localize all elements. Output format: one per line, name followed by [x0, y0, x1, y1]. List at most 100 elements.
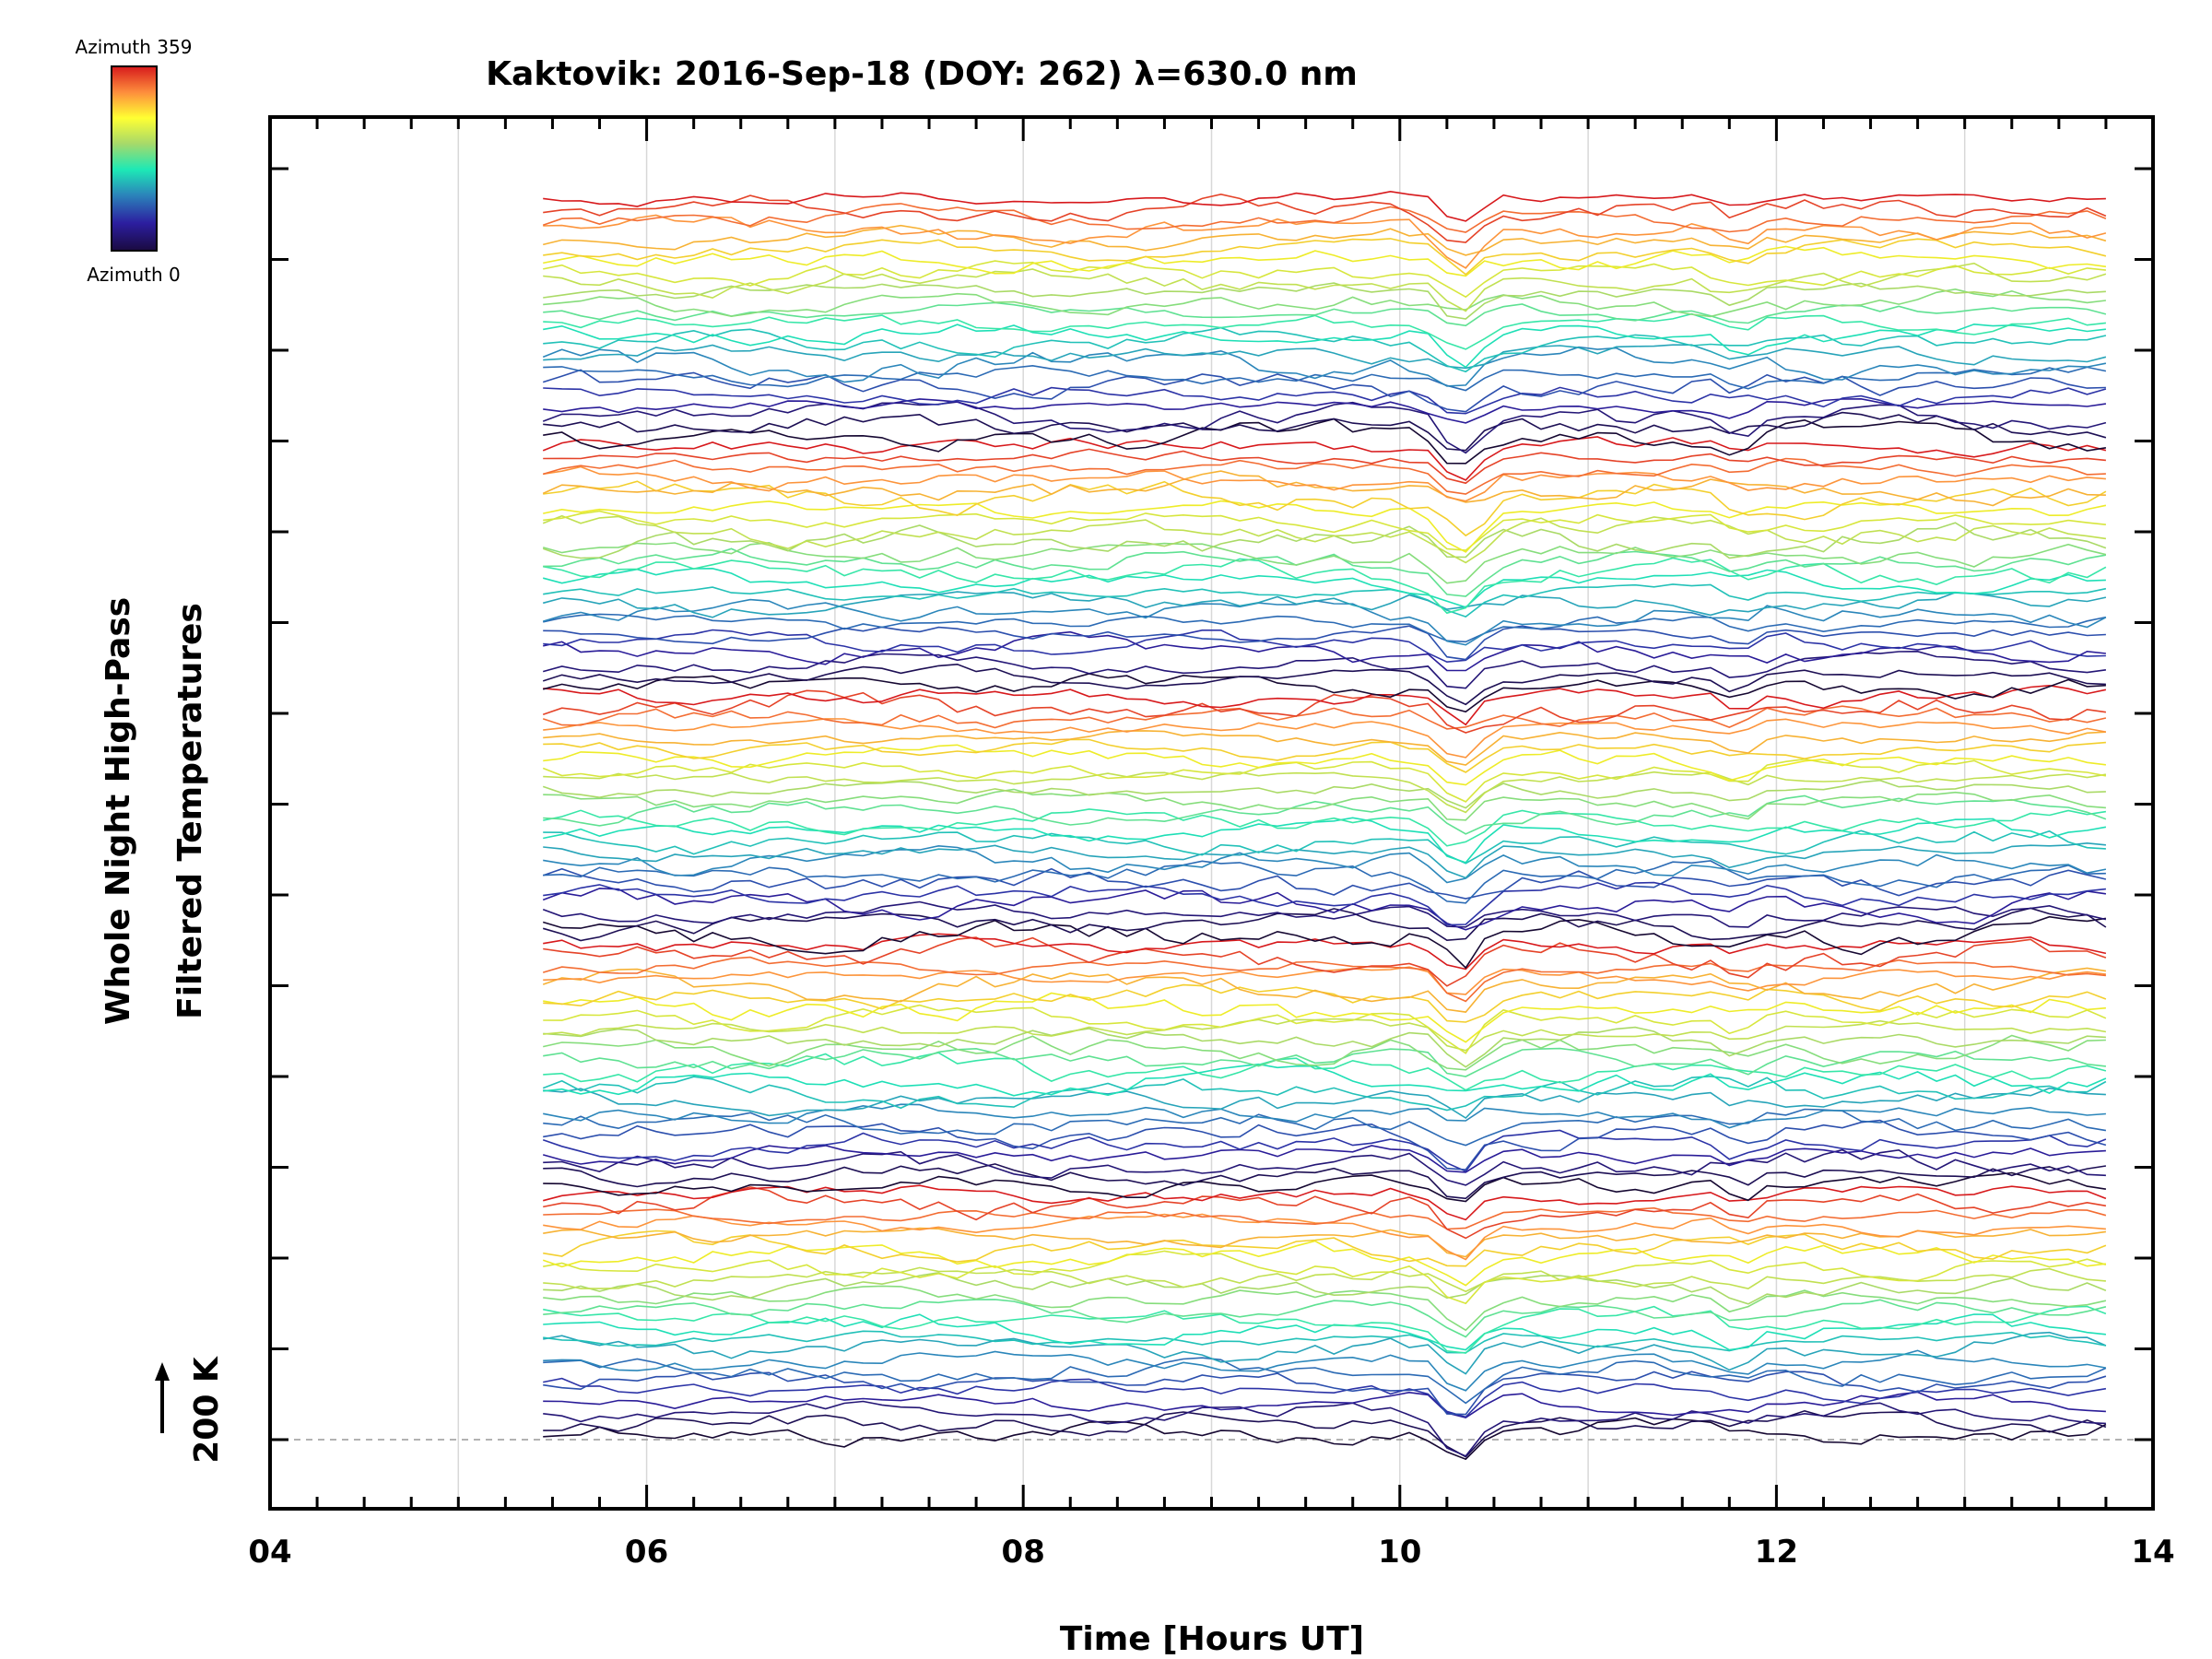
series-line: [543, 1400, 2106, 1457]
series-line: [543, 1148, 2106, 1186]
series-line: [543, 238, 2107, 276]
series-line: [543, 1047, 2106, 1077]
series-line: [543, 480, 2107, 537]
series-line: [542, 457, 2106, 495]
series-line: [542, 522, 2107, 559]
series-line: [542, 689, 2107, 734]
series-line: [543, 510, 2106, 551]
series-line: [543, 1409, 2107, 1458]
series-line: [543, 1299, 2107, 1338]
series-line: [543, 1313, 2106, 1351]
series-line: [543, 1087, 2106, 1120]
colorbar-bottom-label: Azimuth 0: [87, 264, 181, 286]
colorbar: [111, 65, 158, 252]
series-line: [543, 1272, 2107, 1305]
series-line: [543, 630, 2106, 672]
series-line: [543, 881, 2106, 926]
series-line: [543, 344, 2107, 370]
x-tick-label: 08: [1002, 1534, 1045, 1571]
series-line: [543, 418, 2107, 465]
series-line: [543, 245, 2107, 277]
series-line: [543, 830, 2106, 865]
series-line: [543, 1250, 2107, 1305]
series-line: [543, 448, 2106, 485]
series-line: [542, 401, 2107, 454]
series-line: [542, 915, 2107, 970]
series-line: [542, 1145, 2106, 1173]
series-line: [543, 190, 2106, 222]
series-line: [543, 1213, 2106, 1261]
series-line: [543, 1377, 2107, 1418]
series-line: [543, 844, 2107, 884]
series-line: [543, 613, 2107, 643]
series-line: [542, 907, 2107, 942]
series-line: [543, 557, 2107, 615]
series-line: [543, 1305, 2107, 1354]
series-line: [543, 312, 2106, 350]
colorbar-top-label: Azimuth 359: [76, 36, 193, 58]
scale-indicator: 200 K: [155, 1356, 226, 1464]
series-line: [543, 738, 2106, 773]
series-line: [543, 794, 2107, 835]
series-line: [542, 673, 2106, 713]
series-line: [543, 193, 2107, 243]
y-axis-label-line1: Whole Night High-Pass: [100, 597, 137, 1025]
series-line: [542, 967, 2107, 1013]
series-line: [543, 397, 2107, 424]
series-line: [543, 1330, 2107, 1354]
x-tick-label: 06: [625, 1534, 668, 1571]
scale-arrow-head: [155, 1362, 170, 1381]
series-line: [543, 1119, 2107, 1171]
series-line: [542, 1129, 2107, 1172]
series-line: [543, 744, 2106, 786]
series-line: [543, 583, 2107, 618]
series-line: [543, 1266, 2106, 1293]
scale-label: 200 K: [188, 1356, 226, 1464]
series-line: [543, 465, 2106, 502]
x-tick-labels: 04 06 08 10 12 14: [248, 1534, 2174, 1571]
ticks: [268, 117, 2155, 1509]
series-line: [542, 888, 2107, 931]
chart-title: Kaktovik: 2016-Sep-18 (DOY: 262) λ=630.0…: [486, 55, 1358, 93]
series-line: [543, 992, 2106, 1043]
series-line: [542, 900, 2107, 928]
x-tick-label: 14: [2131, 1534, 2174, 1571]
series-line: [543, 547, 2107, 597]
series-line: [543, 936, 2107, 987]
series-line: [542, 203, 2107, 233]
series-line: [542, 1075, 2107, 1112]
series-line: [543, 364, 2107, 392]
series-line: [543, 260, 2106, 299]
series-line: [543, 625, 2106, 661]
x-tick-label: 04: [248, 1534, 291, 1571]
series-line: [542, 779, 2106, 809]
series-line: [542, 436, 2107, 481]
series-line: [542, 650, 2107, 689]
series-line: [543, 1034, 2106, 1071]
series-line: [543, 860, 2106, 904]
series-line: [543, 323, 2106, 369]
grid: [457, 117, 1966, 1509]
x-tick-label: 12: [1755, 1534, 1798, 1571]
series-line: [543, 1206, 2107, 1230]
series-line: [543, 771, 2107, 814]
series-line: [543, 983, 2107, 1023]
series-line: [543, 1063, 2107, 1097]
series-line: [543, 1026, 2106, 1068]
series-line: [543, 1227, 2107, 1258]
series-line: [543, 817, 2107, 864]
series-line: [543, 1285, 2107, 1332]
series-line: [543, 684, 2107, 726]
series-line: [543, 326, 2107, 373]
series-line: [542, 346, 2107, 387]
series-line: [543, 224, 2107, 256]
series-line: [543, 1230, 2107, 1267]
series-line: [543, 282, 2106, 320]
series-line: [543, 933, 2107, 971]
series-line: [543, 1417, 2107, 1461]
series-line: [542, 1240, 2106, 1287]
series-group: [542, 190, 2107, 1461]
colorbar-legend: Azimuth 359 Azimuth 0: [76, 36, 193, 286]
series-line: [543, 1391, 2106, 1418]
